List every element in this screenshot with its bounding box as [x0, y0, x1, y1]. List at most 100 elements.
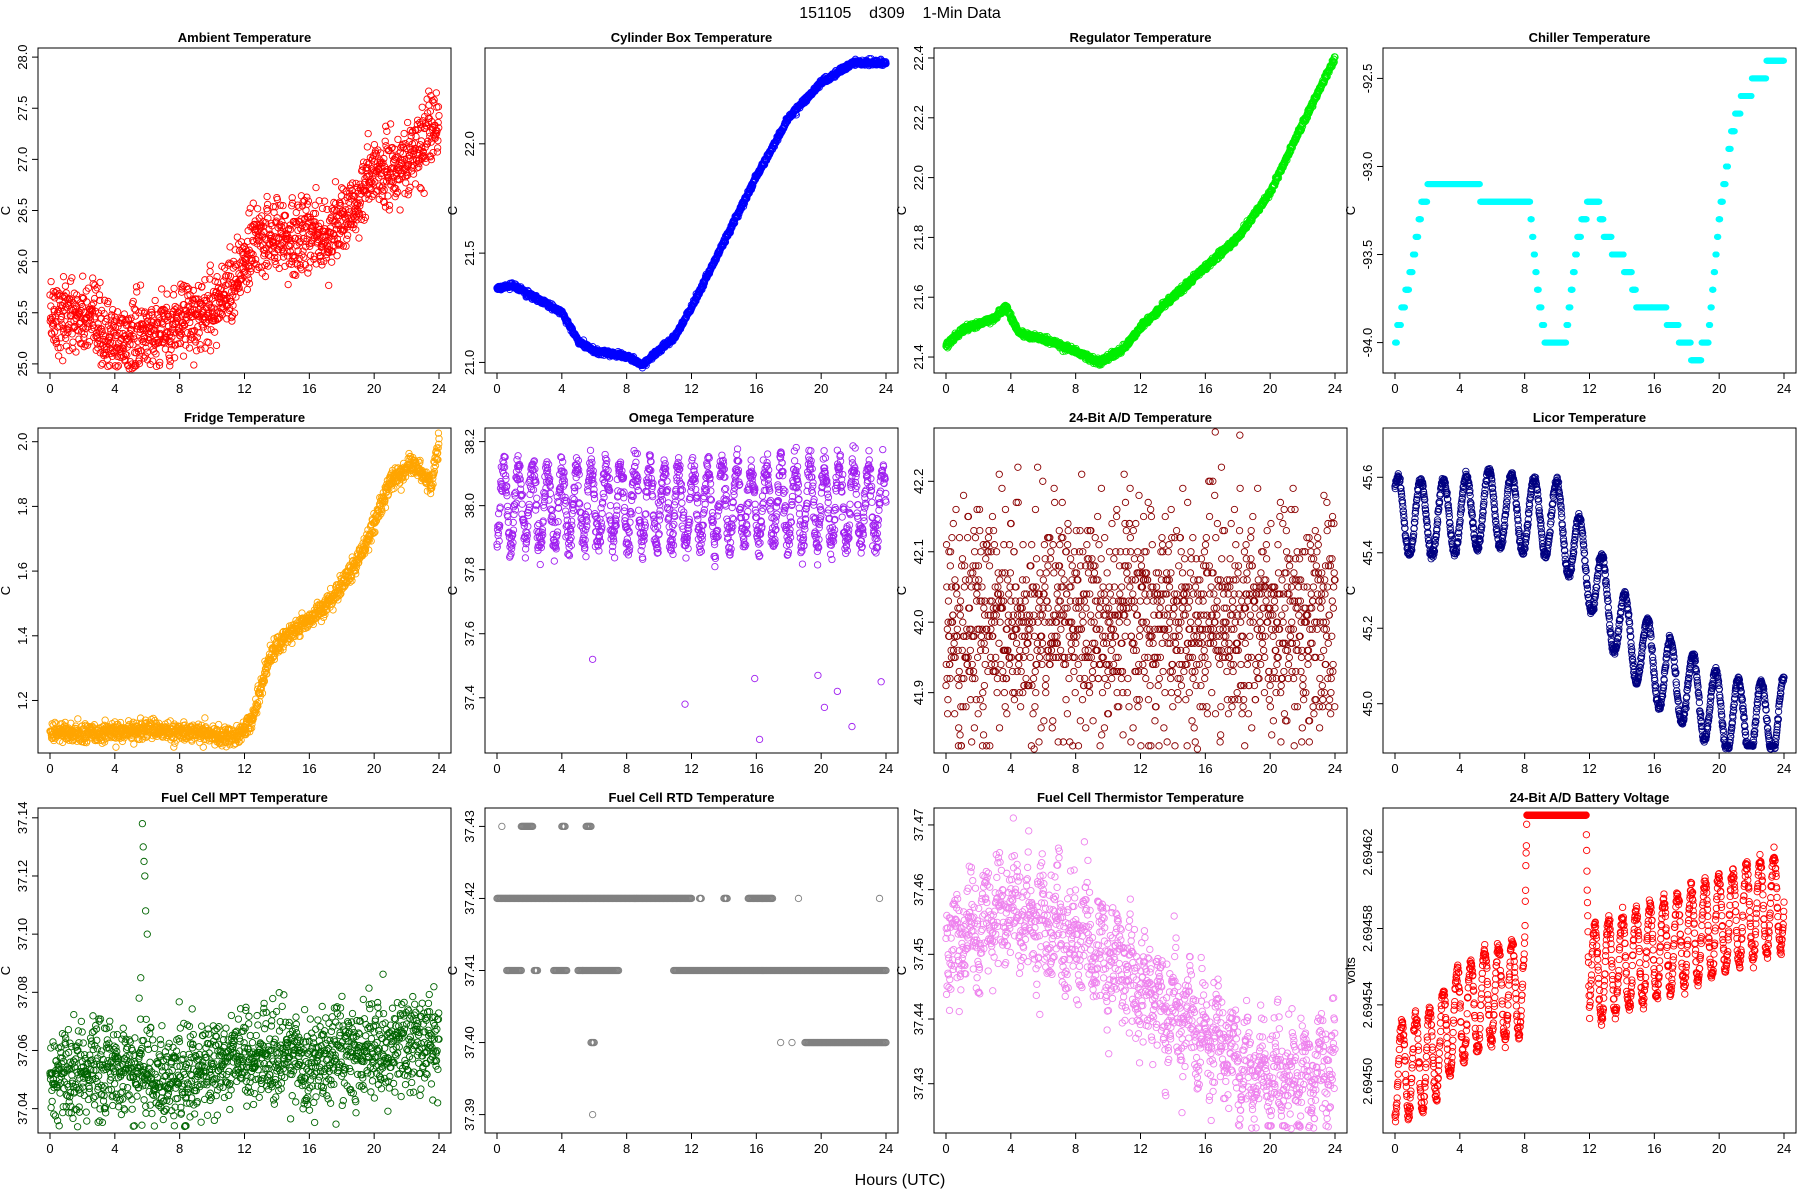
data-point [65, 346, 73, 355]
data-point [104, 362, 112, 371]
data-point [97, 361, 105, 369]
data-point [170, 354, 179, 362]
series-points [46, 87, 443, 373]
data-point [130, 305, 138, 313]
data-point [1532, 251, 1539, 258]
data-point [80, 330, 88, 338]
data-point [83, 298, 91, 306]
data-point [64, 328, 72, 337]
data-point [150, 348, 158, 356]
data-point [338, 184, 346, 192]
y-tick-label: 21.0 [462, 350, 477, 375]
y-tick-label: 21.5 [462, 240, 477, 265]
data-point [72, 348, 80, 356]
y-tick-label: 26.0 [15, 249, 30, 274]
data-point [364, 129, 372, 138]
x-tick-label: 0 [942, 381, 949, 396]
data-point [54, 344, 62, 352]
data-point [126, 333, 134, 341]
data-point [318, 204, 327, 213]
data-point [132, 283, 141, 291]
data-point [1402, 304, 1409, 311]
x-tick-label: 0 [1391, 381, 1398, 396]
y-tick-label: 28.0 [15, 44, 30, 69]
data-point [89, 274, 97, 282]
x-tick-label: 20 [367, 381, 381, 396]
data-point [144, 329, 153, 337]
data-point [418, 103, 426, 111]
data-point [68, 274, 76, 282]
data-point [142, 344, 150, 352]
data-point [206, 267, 214, 276]
data-point [312, 183, 320, 192]
data-point [158, 320, 167, 328]
page-title: 151105 d309 1-Min Data [799, 5, 1001, 22]
panel-title: Ambient Temperature [178, 30, 311, 45]
data-point [152, 350, 160, 358]
y-axis-label: C [445, 206, 460, 215]
data-point [136, 281, 145, 289]
data-point [81, 315, 89, 323]
data-point [157, 325, 165, 333]
data-point [155, 338, 163, 346]
data-point [206, 261, 214, 269]
data-point [78, 302, 87, 311]
x-tick-label: 24 [1328, 381, 1342, 396]
data-point [101, 338, 109, 346]
data-point [143, 348, 151, 356]
data-point [1533, 269, 1540, 276]
data-point [63, 296, 72, 304]
data-point [263, 192, 271, 201]
x-tick-label: 4 [1007, 381, 1014, 396]
data-point [161, 345, 170, 353]
data-point [103, 315, 111, 323]
data-point [119, 341, 127, 350]
plot-frame [1382, 47, 1797, 374]
data-point [168, 333, 176, 341]
data-point [253, 205, 262, 213]
data-point [433, 144, 442, 152]
x-tick-label: 8 [1521, 381, 1528, 396]
data-point [147, 306, 156, 314]
data-point [57, 316, 65, 324]
data-point [47, 277, 55, 286]
data-point [165, 354, 174, 362]
data-point [166, 357, 174, 366]
y-tick-label: 21.4 [911, 344, 926, 369]
data-point [1527, 198, 1534, 205]
x-tick-label: 16 [302, 381, 316, 396]
y-axis-label: C [1343, 206, 1358, 215]
series-points [1392, 57, 1787, 364]
data-point [1406, 286, 1413, 293]
y-tick-label: -93.5 [1360, 240, 1375, 270]
x-tick-label: 4 [111, 381, 118, 396]
data-point [104, 297, 112, 306]
data-point [78, 293, 86, 302]
data-point [62, 289, 70, 297]
data-point [134, 337, 142, 345]
x-tick-label: 24 [1777, 381, 1791, 396]
data-point [80, 343, 88, 351]
data-point [1528, 216, 1535, 223]
x-tick-label: 20 [1263, 381, 1277, 396]
data-point [56, 322, 64, 331]
data-point [109, 322, 118, 330]
data-point [245, 209, 253, 217]
data-point [355, 234, 363, 242]
data-point [109, 305, 117, 314]
data-point [302, 206, 310, 214]
x-tick-label: 4 [1456, 381, 1463, 396]
data-point [80, 333, 88, 342]
data-point [69, 338, 77, 346]
plot-frame [37, 47, 452, 374]
data-point [90, 294, 99, 303]
data-point [385, 201, 394, 210]
data-point [95, 291, 104, 299]
data-point [1412, 251, 1419, 258]
data-point [135, 355, 143, 363]
data-point [123, 351, 131, 359]
data-point [59, 273, 68, 281]
data-point [135, 359, 144, 368]
